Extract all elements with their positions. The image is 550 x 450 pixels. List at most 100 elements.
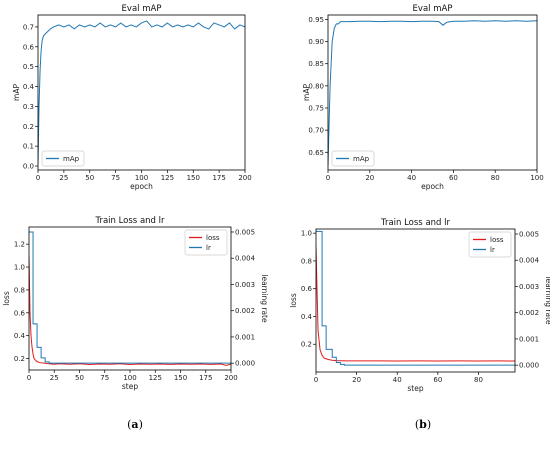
x-tick-label: 40 (407, 174, 416, 182)
x-tick-label: 125 (161, 174, 174, 182)
series-line-lr (29, 231, 231, 364)
x-tick-label: 60 (433, 376, 442, 384)
plot-frame (37, 14, 246, 171)
plot-frame (327, 14, 538, 171)
x-tick-label: 175 (199, 374, 212, 382)
x-tick-label: 80 (491, 174, 500, 182)
y2-tick-label: 0.000 (235, 360, 255, 368)
y2-axis-label: learning rate (260, 274, 269, 323)
x-tick-label: 25 (50, 374, 59, 382)
x-tick-label: 100 (123, 374, 136, 382)
y-tick-label: 0.0 (23, 163, 34, 171)
chart-4: 0 20 40 60 80 0.2 0.4 0.6 0.8 1.0 0.000 0.001 0.002 0… (289, 218, 550, 393)
chart-title: Eval mAP (122, 4, 162, 14)
legend-box (331, 150, 375, 167)
y2-tick-label: 0.002 (519, 309, 539, 317)
legend-box (468, 231, 512, 258)
legend-label-lr: lr (490, 246, 495, 254)
legend-box (41, 150, 85, 167)
y-tick-label: 0.2 (14, 355, 25, 363)
x-tick-label: 0 (27, 374, 31, 382)
y-tick-label: 1.0 (301, 230, 312, 238)
y-tick-label: 1.0 (14, 264, 25, 272)
panel-caption: (a) (127, 418, 143, 431)
chart-title: Train Loss and lr (380, 218, 450, 228)
x-tick-label: 100 (530, 174, 543, 182)
y2-tick-label: 0.000 (519, 362, 539, 370)
y-axis-label: loss (289, 293, 298, 308)
x-tick-label: 25 (59, 174, 68, 182)
x-tick-label: 80 (474, 376, 483, 384)
legend-label-loss: loss (490, 236, 504, 244)
series-line-loss (316, 247, 515, 362)
x-tick-label: 0 (326, 174, 330, 182)
x-axis-label: step (407, 384, 423, 393)
series-line-lr (316, 230, 515, 366)
y-tick-label: 0.2 (301, 341, 312, 349)
x-tick-label: 175 (212, 174, 225, 182)
x-tick-label: 40 (393, 376, 402, 384)
y-tick-label: 0.8 (301, 257, 312, 265)
chart-2: 0 20 40 60 80 100 0.65 0.70 0.75 0.80 0.85 0.90 0.95… (302, 4, 544, 191)
y-tick-label: 0.6 (23, 43, 35, 51)
x-tick-label: 0 (314, 376, 318, 384)
y2-tick-label: 0.004 (519, 257, 540, 265)
x-tick-label: 0 (36, 174, 40, 182)
chart-3: 0 25 50 75 100 125 150 175 200 0.2 0.4 0.6 0.8 1.0 1.2… (2, 216, 269, 391)
x-tick-label: 200 (224, 374, 237, 382)
x-axis-label: epoch (421, 182, 444, 191)
y-tick-label: 0.1 (23, 143, 34, 151)
y2-tick-label: 0.002 (235, 307, 255, 315)
legend-label-lr: lr (206, 244, 211, 252)
y-tick-label: 0.4 (14, 332, 26, 340)
chart-1: 0 25 50 75 100 125 150 175 200 0.0 0.1 0.2 0.3 0.4 0.5… (12, 4, 252, 191)
legend: loss lr (468, 231, 512, 258)
y-tick-label: 0.4 (301, 313, 313, 321)
plot-frame (315, 228, 516, 373)
y-tick-label: 0.6 (14, 309, 26, 317)
y2-axis-label: learning rate (544, 276, 550, 325)
x-tick-label: 75 (111, 174, 120, 182)
y-tick-label: 1.2 (14, 241, 25, 249)
x-axis-label: epoch (130, 182, 153, 191)
panel-caption: (b) (415, 418, 431, 431)
y2-tick-label: 0.001 (519, 335, 539, 343)
y-tick-label: 0.80 (308, 82, 324, 90)
y2-tick-label: 0.005 (519, 230, 539, 238)
x-tick-label: 20 (352, 376, 361, 384)
x-tick-label: 50 (75, 374, 84, 382)
y-tick-label: 0.95 (308, 16, 324, 24)
chart-title: Eval mAP (413, 4, 453, 14)
y-tick-label: 0.6 (301, 285, 313, 293)
legend-label-mAp: mAp (63, 155, 80, 163)
y-tick-label: 0.65 (308, 149, 324, 157)
y-axis-label: mAP (302, 84, 311, 101)
series-line-loss (29, 255, 231, 366)
legend: mAp (331, 150, 375, 167)
legend: mAp (41, 150, 85, 167)
y2-tick-label: 0.005 (235, 228, 255, 236)
y2-tick-label: 0.003 (235, 281, 255, 289)
y-tick-label: 0.8 (14, 286, 25, 294)
x-tick-label: 60 (449, 174, 458, 182)
x-tick-label: 75 (100, 374, 109, 382)
x-tick-label: 20 (365, 174, 374, 182)
y-tick-label: 0.4 (23, 83, 35, 91)
y-tick-label: 0.70 (308, 127, 324, 135)
y-tick-label: 0.75 (308, 105, 324, 113)
y-axis-label: loss (2, 291, 11, 306)
y-tick-label: 0.85 (308, 60, 324, 68)
y-tick-label: 0.2 (23, 123, 34, 131)
series-line-mAp (38, 20, 245, 165)
y-tick-label: 0.7 (23, 23, 34, 31)
y2-tick-label: 0.004 (235, 255, 256, 263)
x-tick-label: 100 (135, 174, 148, 182)
y2-tick-label: 0.003 (519, 283, 539, 291)
y-tick-label: 0.90 (308, 38, 324, 46)
x-tick-label: 125 (149, 374, 162, 382)
y2-tick-label: 0.001 (235, 333, 255, 341)
legend-label-loss: loss (206, 234, 220, 242)
legend: loss lr (184, 229, 228, 256)
x-tick-label: 150 (187, 174, 200, 182)
